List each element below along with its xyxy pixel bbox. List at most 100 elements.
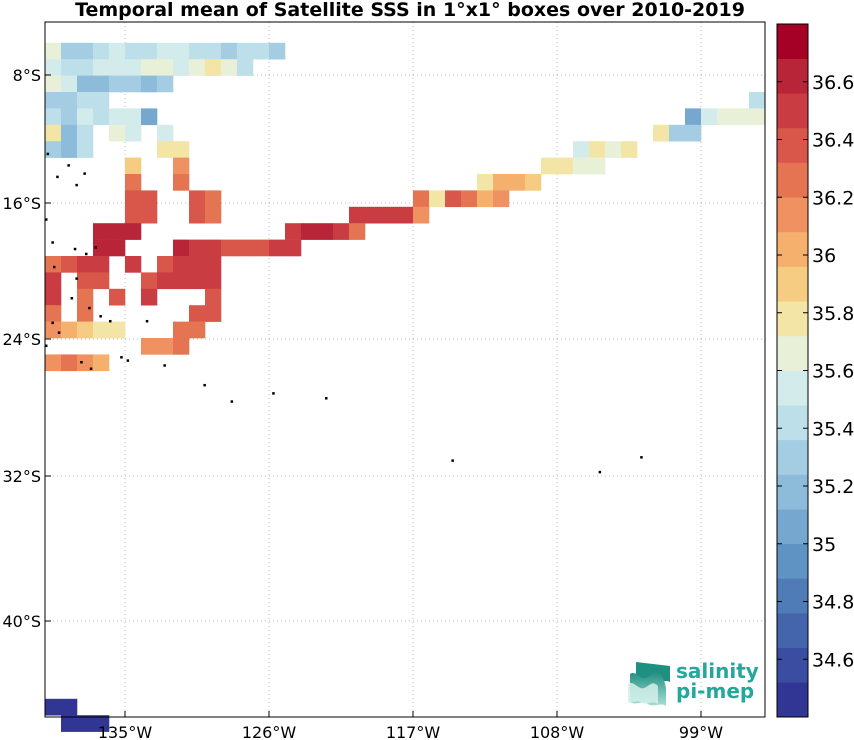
colorbar-tick-label: 35.4 [812, 418, 854, 440]
colorbar-bin [777, 127, 808, 163]
island [56, 175, 59, 179]
colorbar-tick-label: 34.6 [812, 649, 854, 671]
sss-cell [45, 272, 62, 290]
colorbar-bin [777, 543, 808, 579]
sss-cell [109, 75, 126, 93]
sss-cell [45, 108, 62, 126]
sss-cell [109, 42, 126, 60]
islands [45, 152, 643, 474]
sss-cell [109, 288, 126, 306]
island [51, 321, 54, 325]
sss-cell [141, 42, 158, 60]
sss-cell [189, 272, 206, 290]
y-tick-label: 16°S [2, 194, 41, 213]
sss-cell [173, 321, 190, 339]
sss-cell [61, 108, 78, 126]
sss-cell [93, 92, 110, 109]
sss-cell [189, 321, 206, 339]
sss-cell [525, 174, 542, 191]
sss-cell [45, 698, 62, 716]
colorbar-bin [777, 647, 808, 683]
colorbar-bin [777, 197, 808, 233]
sss-cell [77, 305, 94, 322]
sss-cell [573, 157, 590, 175]
y-tick-label: 8°S [13, 66, 41, 85]
sss-cell [125, 75, 142, 93]
sss-cell [77, 92, 94, 109]
sss-cell [109, 239, 126, 257]
sss-cell [237, 59, 254, 76]
island [53, 265, 56, 269]
island [203, 383, 206, 387]
sss-cell [381, 206, 398, 224]
sss-cell [45, 354, 62, 372]
sss-cell [413, 190, 430, 208]
x-tick-label: 99°W [679, 723, 723, 740]
sss-cell [141, 272, 158, 290]
sss-cell [205, 305, 222, 322]
colorbar-bin [777, 335, 808, 371]
sss-cell [141, 59, 158, 76]
sss-cell [157, 42, 174, 60]
sss-cell [125, 206, 142, 224]
sss-cell [93, 59, 110, 76]
colorbar-bin [777, 93, 808, 129]
sss-cell [477, 174, 494, 191]
sss-cell [157, 256, 174, 273]
sss-cell [61, 92, 78, 109]
sss-cell [61, 715, 78, 732]
sss-cell [285, 239, 302, 257]
colorbar-tick-label: 35 [812, 534, 836, 556]
sss-cell [93, 223, 110, 240]
longitude-ticks: 135°W 126°W 117°W 108°W 99°W [98, 711, 723, 740]
colorbar-bin [777, 231, 808, 267]
island [640, 456, 643, 459]
sss-cell [205, 272, 222, 290]
x-tick-label: 117°W [386, 723, 441, 740]
sss-cell [557, 157, 574, 175]
colorbar-bin [777, 439, 808, 475]
colorbar-bin [777, 162, 808, 198]
colorbar-tick-label: 35.2 [812, 476, 854, 498]
sss-cell [125, 223, 142, 240]
island [75, 183, 78, 187]
sss-cell [157, 75, 174, 93]
sss-cell [221, 42, 238, 60]
sss-cell [189, 256, 206, 273]
sss-cell [61, 124, 78, 142]
island [109, 319, 112, 323]
map-title: Temporal mean of Satellite SSS in 1°x1° … [75, 0, 745, 21]
sss-cell [125, 190, 142, 208]
island [70, 297, 74, 300]
sss-cell [301, 223, 318, 240]
sss-cell [125, 256, 142, 273]
sss-cell [77, 256, 94, 273]
sss-cell [189, 59, 206, 76]
sss-cell [77, 42, 94, 60]
sss-cell [509, 174, 526, 191]
y-tick-label: 24°S [2, 330, 41, 349]
sss-cell [253, 239, 270, 257]
sss-cell [173, 239, 190, 257]
sss-cell [93, 108, 110, 126]
sss-cell [125, 174, 142, 191]
sss-cell [61, 42, 78, 60]
sss-cell [61, 59, 78, 76]
island [272, 392, 275, 395]
sss-cell [93, 272, 110, 290]
sss-cell [605, 141, 622, 158]
island [163, 364, 166, 367]
sss-cell [445, 190, 462, 208]
colorbar-bin [777, 578, 808, 614]
sss-cell [317, 223, 334, 240]
sss-cell [141, 288, 158, 306]
island [89, 367, 93, 371]
sss-cell [173, 59, 190, 76]
colorbar-ticks: 34.6 34.8 35 35.2 35.4 35.6 35.8 36 36.2 36.4 36.6 [777, 72, 854, 671]
sss-cell [125, 42, 142, 60]
sss-cell [61, 698, 78, 716]
sss-cell [173, 256, 190, 273]
sss-cell [61, 354, 78, 372]
sss-cell [125, 59, 142, 76]
